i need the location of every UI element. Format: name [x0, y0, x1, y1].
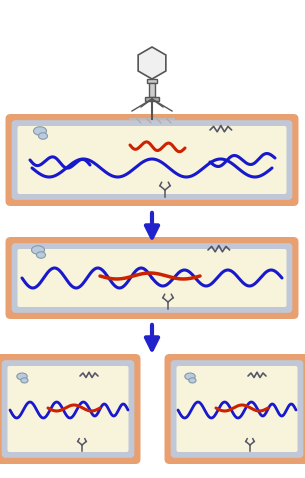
Polygon shape: [138, 47, 166, 79]
FancyBboxPatch shape: [13, 121, 292, 199]
Ellipse shape: [38, 133, 48, 139]
Ellipse shape: [37, 252, 45, 258]
Ellipse shape: [185, 373, 195, 380]
Ellipse shape: [21, 378, 28, 383]
Ellipse shape: [17, 373, 27, 380]
Bar: [149, 83, 155, 97]
Bar: [147, 79, 157, 83]
FancyBboxPatch shape: [5, 237, 299, 319]
Ellipse shape: [189, 378, 196, 383]
FancyBboxPatch shape: [17, 126, 286, 194]
Ellipse shape: [31, 246, 45, 254]
FancyBboxPatch shape: [5, 114, 299, 206]
FancyBboxPatch shape: [8, 366, 128, 452]
FancyBboxPatch shape: [17, 249, 286, 307]
Bar: [145, 97, 159, 101]
Ellipse shape: [34, 127, 46, 135]
FancyBboxPatch shape: [2, 361, 134, 457]
FancyBboxPatch shape: [0, 354, 141, 464]
FancyBboxPatch shape: [164, 354, 305, 464]
FancyBboxPatch shape: [13, 244, 292, 312]
FancyBboxPatch shape: [177, 366, 297, 452]
FancyBboxPatch shape: [171, 361, 303, 457]
